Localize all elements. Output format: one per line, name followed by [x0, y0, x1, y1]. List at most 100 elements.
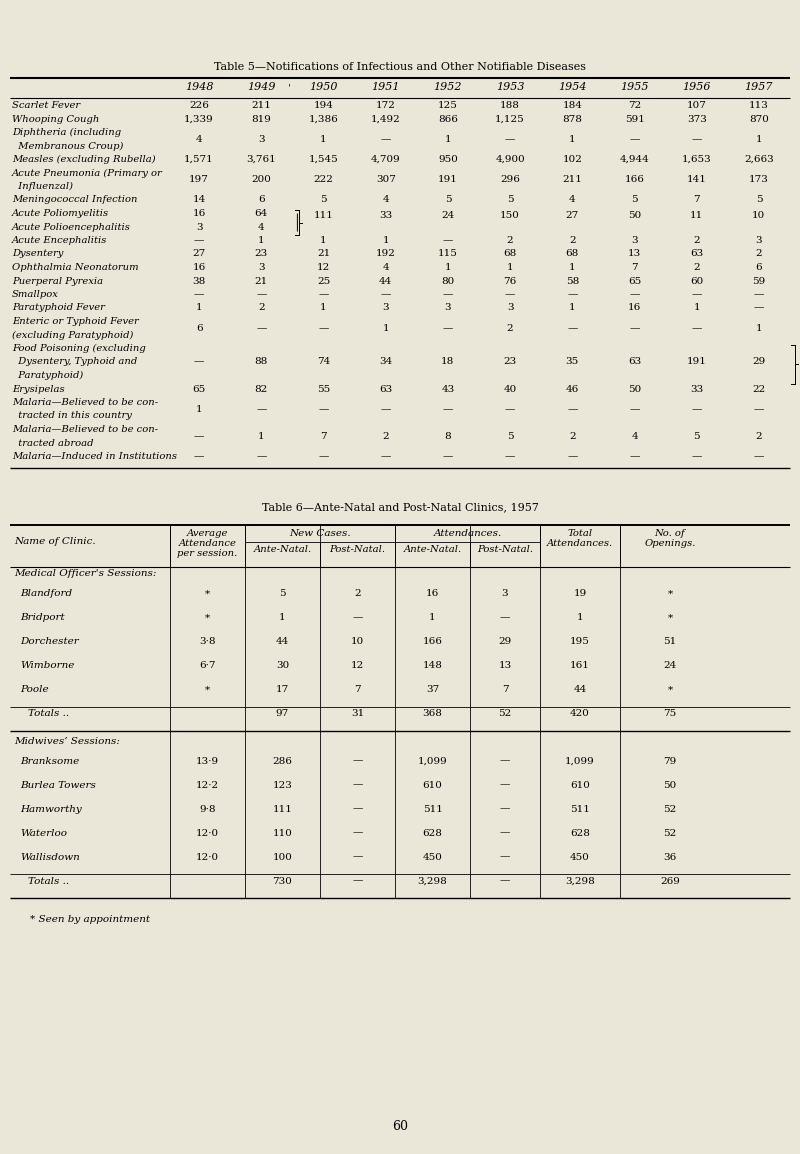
Text: Malaria—Believed to be con-: Malaria—Believed to be con-: [12, 398, 158, 407]
Text: 1,492: 1,492: [371, 114, 401, 123]
Text: 31: 31: [351, 710, 364, 719]
Text: 7: 7: [354, 685, 361, 695]
Text: 2: 2: [694, 237, 700, 245]
Text: 2: 2: [755, 249, 762, 258]
Text: 1953: 1953: [496, 82, 524, 92]
Text: 1: 1: [279, 614, 286, 622]
Text: 1: 1: [382, 324, 389, 332]
Text: 40: 40: [503, 384, 517, 394]
Text: Post-Natal.: Post-Natal.: [330, 545, 386, 554]
Text: 4: 4: [631, 432, 638, 441]
Text: 21: 21: [317, 249, 330, 258]
Text: 191: 191: [438, 175, 458, 185]
Text: 68: 68: [503, 249, 517, 258]
Text: Wallisdown: Wallisdown: [20, 853, 80, 862]
Text: —: —: [500, 877, 510, 885]
Text: 13: 13: [498, 661, 512, 670]
Text: —: —: [442, 452, 453, 460]
Text: Puerperal Pyrexia: Puerperal Pyrexia: [12, 277, 103, 285]
Text: —: —: [691, 135, 702, 144]
Text: 161: 161: [570, 661, 590, 670]
Text: 16: 16: [426, 590, 439, 599]
Text: Scarlet Fever: Scarlet Fever: [12, 102, 80, 110]
Text: Hamworthy: Hamworthy: [20, 804, 82, 814]
Text: Dorchester: Dorchester: [20, 637, 78, 646]
Text: 191: 191: [686, 358, 706, 367]
Text: —: —: [194, 432, 204, 441]
Text: 3: 3: [258, 135, 265, 144]
Text: —: —: [318, 405, 329, 414]
Text: 110: 110: [273, 829, 293, 838]
Text: 166: 166: [422, 637, 442, 646]
Text: Measles (excluding Rubella): Measles (excluding Rubella): [12, 155, 156, 164]
Text: 10: 10: [351, 637, 364, 646]
Text: 1: 1: [258, 237, 265, 245]
Text: 37: 37: [426, 685, 439, 695]
Text: 3: 3: [445, 304, 451, 313]
Text: Dysentery: Dysentery: [12, 249, 63, 258]
Text: 63: 63: [690, 249, 703, 258]
Text: 4: 4: [258, 223, 265, 232]
Text: 296: 296: [500, 175, 520, 185]
Text: 1: 1: [196, 304, 202, 313]
Text: 46: 46: [566, 384, 579, 394]
Text: 1: 1: [258, 432, 265, 441]
Text: 5: 5: [445, 195, 451, 204]
Text: 65: 65: [193, 384, 206, 394]
Text: 286: 286: [273, 757, 293, 765]
Text: 24: 24: [442, 211, 454, 220]
Text: 68: 68: [566, 249, 579, 258]
Text: Acute Encephalitis: Acute Encephalitis: [12, 237, 107, 245]
Text: Table 5—Notifications of Infectious and Other Notifiable Diseases: Table 5—Notifications of Infectious and …: [214, 62, 586, 72]
Text: 23: 23: [254, 249, 268, 258]
Text: 19: 19: [574, 590, 586, 599]
Text: Blandford: Blandford: [20, 590, 72, 599]
Text: 628: 628: [422, 829, 442, 838]
Text: 226: 226: [189, 102, 209, 110]
Text: —: —: [352, 804, 362, 814]
Text: —: —: [691, 290, 702, 299]
Text: 1: 1: [569, 135, 576, 144]
Text: —: —: [567, 324, 578, 332]
Text: —: —: [381, 405, 391, 414]
Text: 5: 5: [694, 432, 700, 441]
Text: Whooping Cough: Whooping Cough: [12, 114, 99, 123]
Text: —: —: [505, 452, 515, 460]
Text: 1,339: 1,339: [184, 114, 214, 123]
Text: 52: 52: [663, 829, 677, 838]
Text: —: —: [318, 324, 329, 332]
Text: 1948: 1948: [185, 82, 214, 92]
Text: 50: 50: [628, 211, 641, 220]
Text: —: —: [691, 324, 702, 332]
Text: 4: 4: [382, 195, 389, 204]
Text: 16: 16: [193, 209, 206, 218]
Text: 1: 1: [320, 304, 327, 313]
Text: —: —: [442, 324, 453, 332]
Text: 1,125: 1,125: [495, 114, 525, 123]
Text: 3: 3: [631, 237, 638, 245]
Text: 38: 38: [193, 277, 206, 285]
Text: 97: 97: [276, 710, 289, 719]
Text: Paratyphoid): Paratyphoid): [12, 370, 83, 380]
Text: 80: 80: [442, 277, 454, 285]
Text: 4,709: 4,709: [371, 155, 401, 164]
Text: 3: 3: [755, 237, 762, 245]
Text: —: —: [352, 614, 362, 622]
Text: 591: 591: [625, 114, 645, 123]
Text: *: *: [205, 590, 210, 599]
Text: 450: 450: [570, 853, 590, 862]
Text: Erysipelas: Erysipelas: [12, 384, 65, 394]
Text: 3: 3: [502, 590, 508, 599]
Text: Malaria—Induced in Institutions: Malaria—Induced in Institutions: [12, 452, 177, 460]
Text: 5: 5: [320, 195, 327, 204]
Text: Average: Average: [187, 530, 228, 539]
Text: 211: 211: [251, 102, 271, 110]
Text: 18: 18: [442, 358, 454, 367]
Text: —: —: [500, 780, 510, 789]
Text: 610: 610: [422, 780, 442, 789]
Text: —: —: [500, 829, 510, 838]
Text: 44: 44: [276, 637, 289, 646]
Text: 8: 8: [445, 432, 451, 441]
Text: 79: 79: [663, 757, 677, 765]
Text: 1: 1: [569, 304, 576, 313]
